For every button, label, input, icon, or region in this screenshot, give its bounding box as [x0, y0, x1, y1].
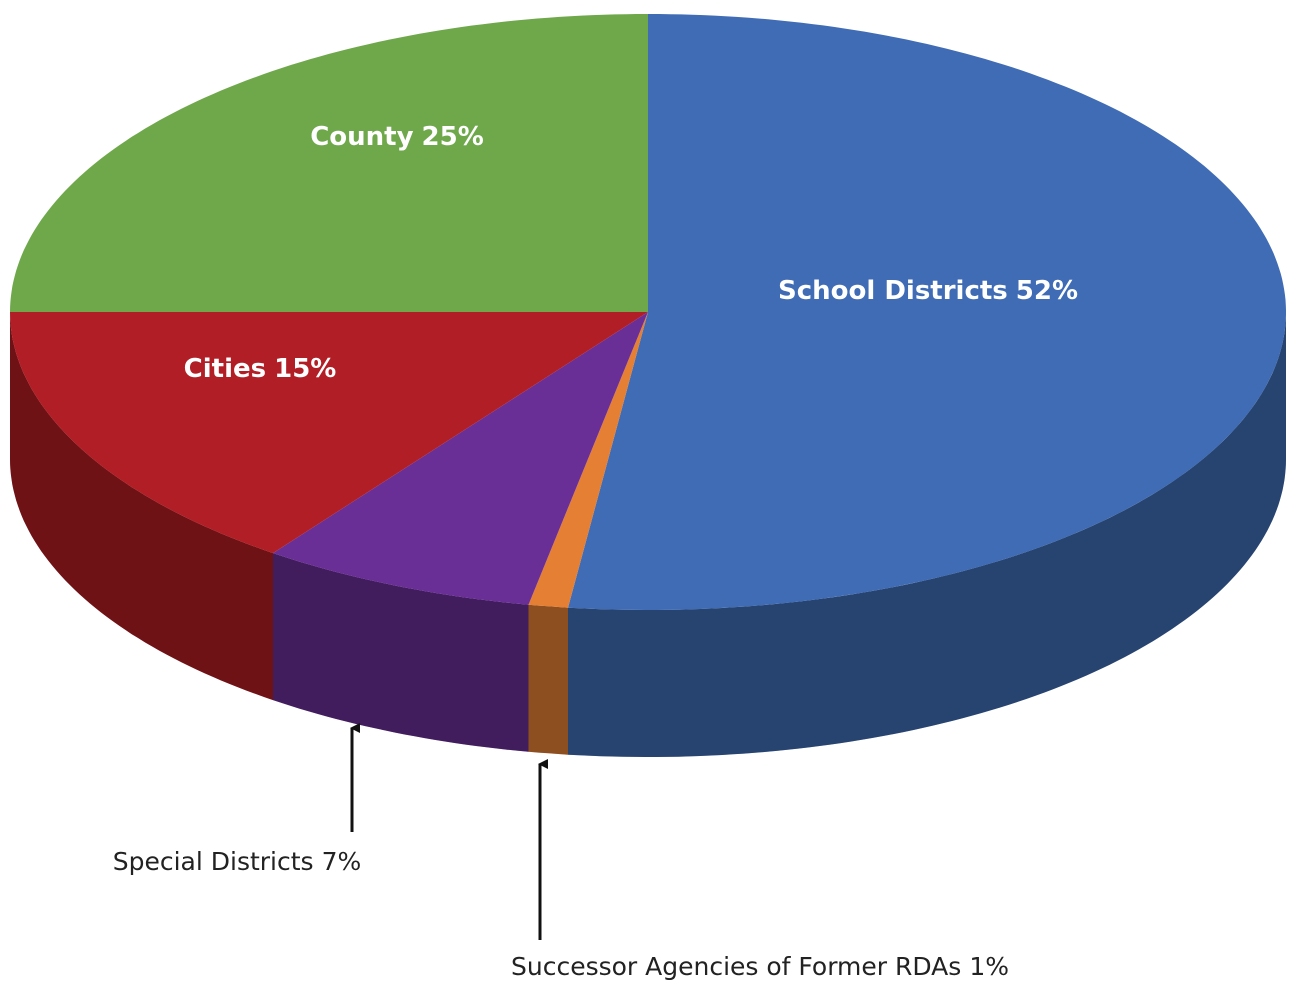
category-name: County: [310, 122, 413, 152]
category-name: School Districts: [778, 276, 1008, 306]
pie-side: [273, 553, 529, 752]
pie-side-shade: [528, 604, 568, 755]
value-label: 15%: [274, 354, 336, 384]
data-label: County 25%: [310, 122, 484, 152]
value-label: 25%: [422, 122, 484, 152]
pie-slice: [10, 312, 648, 554]
pie-side: [528, 604, 568, 755]
data-label: Cities 15%: [184, 354, 337, 384]
data-label: Special Districts 7%: [113, 847, 362, 876]
data-label: School Districts 52%: [778, 276, 1078, 306]
pie-slice: [10, 14, 648, 312]
pie-side: [10, 312, 273, 701]
category-name: Special Districts: [113, 847, 314, 876]
pie-slice: [568, 14, 1286, 610]
pie-side-shade: [273, 553, 529, 752]
pie-side: [568, 312, 1286, 757]
pie-side-shade: [10, 312, 273, 701]
category-name: Successor Agencies of Former RDAs: [511, 952, 961, 981]
value-label: 1%: [969, 952, 1009, 981]
value-label: 7%: [322, 847, 362, 876]
pie-slice: [273, 312, 648, 605]
pie-slice: [528, 312, 648, 608]
value-label: 52%: [1016, 276, 1078, 306]
data-label: Successor Agencies of Former RDAs 1%: [511, 952, 1009, 981]
pie-side-shade: [568, 312, 1286, 757]
category-name: Cities: [184, 354, 266, 384]
